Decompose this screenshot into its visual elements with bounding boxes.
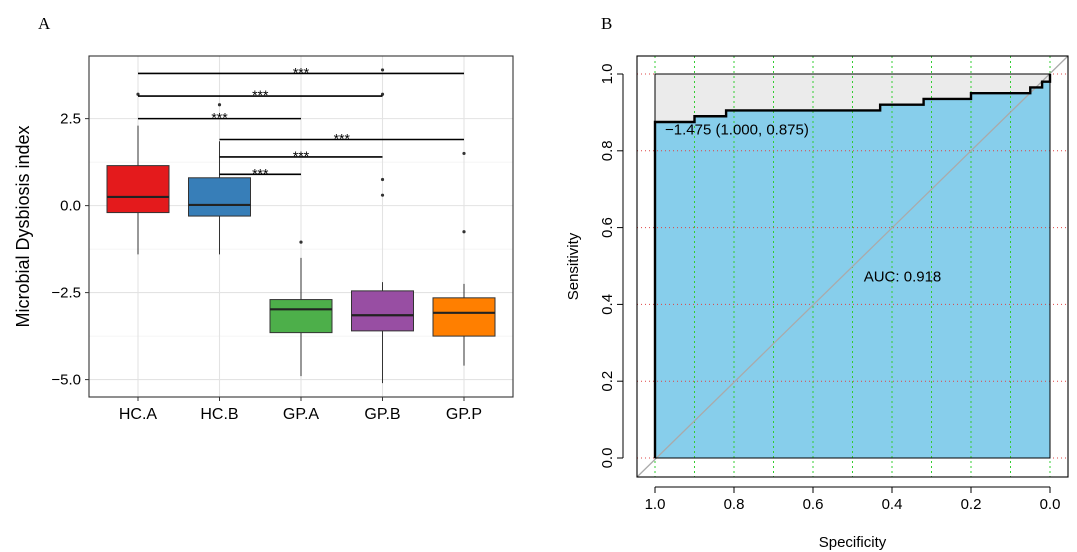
box-outlier-point xyxy=(462,230,466,234)
roc-y-tick-label: 0.2 xyxy=(599,371,616,392)
roc-x-tick-label: 1.0 xyxy=(645,496,666,513)
panel-label-a: A xyxy=(38,14,51,33)
boxplot-x-tick-label: GP.B xyxy=(364,406,400,423)
roc-threshold-annotation: −1.475 (1.000, 0.875) xyxy=(665,122,809,139)
panel-label-b: B xyxy=(601,14,612,33)
roc-panel-border xyxy=(636,55,1069,478)
roc-auc-annotation: AUC: 0.918 xyxy=(864,269,942,286)
boxplot-y-tick-label: −2.5 xyxy=(51,285,81,302)
box-hc-a xyxy=(106,165,170,214)
boxplot-x-tick-label: GP.P xyxy=(446,406,482,423)
significance-label: *** xyxy=(293,64,310,80)
box-gp-p xyxy=(432,297,496,337)
significance-label: *** xyxy=(334,131,351,147)
roc-x-tick-label: 0.0 xyxy=(1040,496,1061,513)
roc-x-axis-title: Specificity xyxy=(819,534,887,551)
boxplot-y-axis-title: Microbial Dysbiosis index xyxy=(13,125,33,327)
boxplot-y-tick-label: 0.0 xyxy=(60,198,81,215)
box-outlier-point xyxy=(380,68,385,72)
box-outlier-point xyxy=(380,177,385,182)
roc-x-tick-label: 0.8 xyxy=(724,496,745,513)
box-outlier-point xyxy=(380,193,385,197)
roc-y-tick-label: 0.4 xyxy=(599,294,616,315)
roc-y-tick-label: 0.8 xyxy=(599,140,616,161)
roc-y-tick-label: 0.0 xyxy=(599,448,616,469)
box-outlier-point xyxy=(299,240,303,244)
boxplot-y-tick-label: −5.0 xyxy=(51,372,81,389)
boxplot-y-tick-label: 2.5 xyxy=(60,111,81,128)
roc-curve-line xyxy=(653,74,1052,458)
roc-x-tick-label: 0.2 xyxy=(961,496,982,513)
roc-chart: AUC: 0.918 −1.475 (1.000, 0.875) 1.0 0.8 0.6… xyxy=(565,55,1069,551)
boxplot-x-tick-label: HC.A xyxy=(119,406,158,423)
significance-label: *** xyxy=(252,165,269,181)
roc-y-tick-label: 1.0 xyxy=(599,64,616,85)
boxplot-x-tick-label: GP.A xyxy=(283,406,320,423)
roc-y-tick-label: 0.6 xyxy=(599,217,616,238)
significance-label: *** xyxy=(293,148,310,164)
roc-diagonal-reference xyxy=(636,55,1069,478)
box-outlier-point xyxy=(217,103,222,107)
box-hc-b xyxy=(188,177,251,217)
boxplot-x-tick-label: HC.B xyxy=(200,406,238,423)
roc-y-axis-title: Sensitivity xyxy=(565,232,582,300)
box-gp-a xyxy=(269,299,333,334)
roc-x-tick-label: 0.4 xyxy=(882,496,903,513)
roc-x-tick-label: 0.6 xyxy=(803,496,824,513)
box-outlier-point xyxy=(462,151,466,156)
significance-label: *** xyxy=(211,110,228,126)
boxplot-chart: −5.0 −2.5 0.0 2.5 *** *** *** *** *** *** HC.A HC.B… xyxy=(13,55,514,423)
box-outlier-point xyxy=(136,92,140,96)
significance-label: *** xyxy=(252,87,269,103)
box-gp-b xyxy=(351,290,414,332)
box-outlier-point xyxy=(380,92,385,96)
